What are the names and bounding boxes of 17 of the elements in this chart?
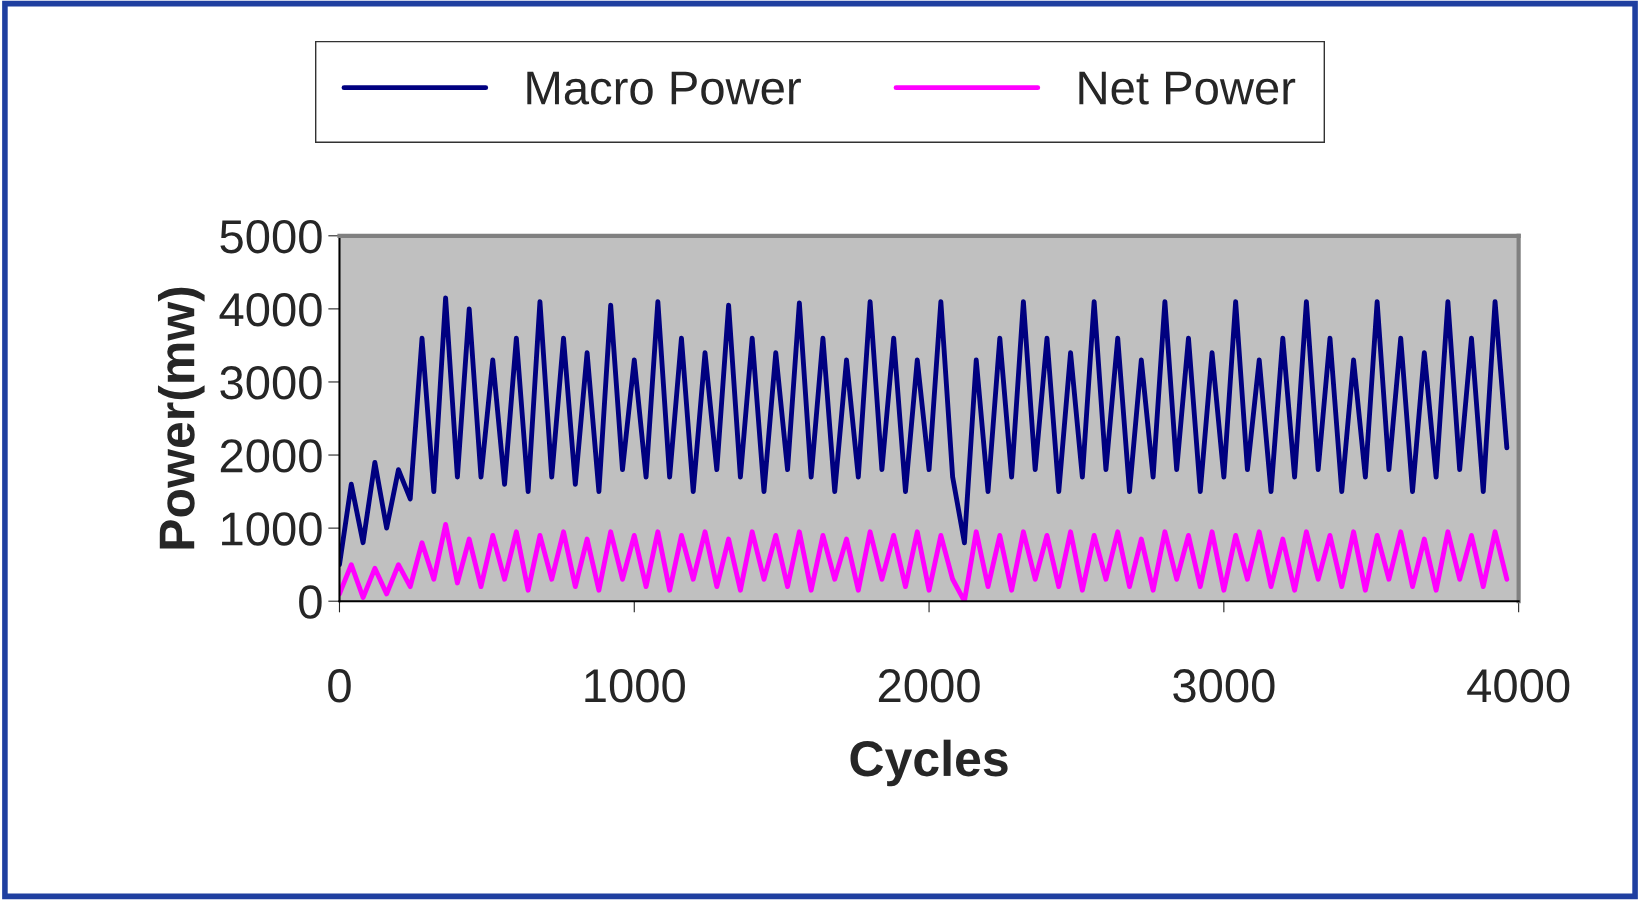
y-tick-label: 4000 <box>219 293 322 327</box>
y-axis-title: Power(mw) <box>157 287 205 549</box>
x-tick-label: 0 <box>328 669 351 703</box>
y-tick-label: 1000 <box>222 512 322 546</box>
x-tick-label: 1000 <box>585 669 685 703</box>
legend-label: Net Power <box>1079 71 1296 105</box>
y-tick-label: 2000 <box>220 439 322 473</box>
y-tick-label: 5000 <box>220 219 322 254</box>
y-tick-label: 0 <box>299 585 322 619</box>
line-series <box>339 522 1510 602</box>
x-tick-label: 2000 <box>878 669 980 703</box>
y-tick-label: 3000 <box>220 366 322 400</box>
x-axis-title: Cycles <box>850 739 1008 787</box>
line-series <box>339 295 1510 568</box>
legend-label: Macro Power <box>527 71 801 105</box>
x-tick-label: 4000 <box>1467 669 1570 703</box>
x-tick-label: 3000 <box>1173 669 1275 703</box>
